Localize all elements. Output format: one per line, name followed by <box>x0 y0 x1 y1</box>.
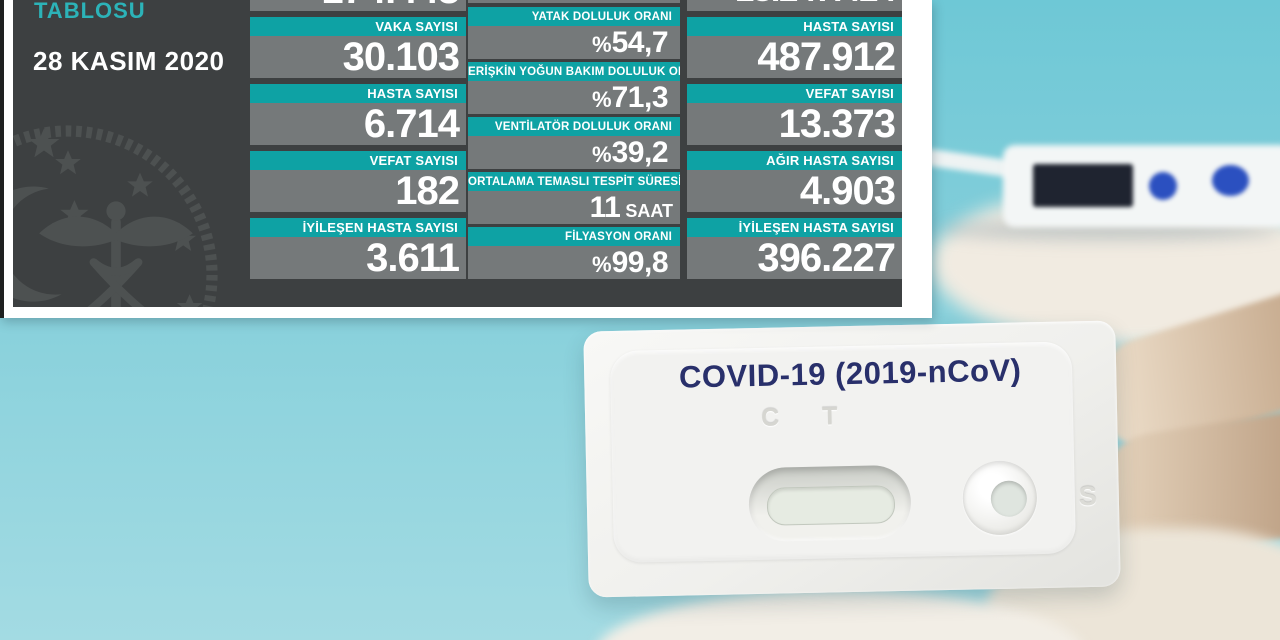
health-ministry-logo-icon <box>13 125 218 307</box>
stat-block: HASTA SAYISI 487.912 <box>687 17 902 78</box>
thermometer-button <box>1212 165 1249 196</box>
stat-value: 6.714 <box>250 103 466 145</box>
stat-value: 487.912 <box>687 36 902 78</box>
stat-value: 11 SAAT <box>468 191 680 224</box>
result-window <box>766 485 896 526</box>
stat-block: YATAK DOLULUK ORANI %54,7 <box>468 7 680 59</box>
stat-value: 30.103 <box>250 36 466 78</box>
stat-label: AĞIR HASTA SAYISI <box>687 151 902 170</box>
stat-value: 18.247.424 <box>687 0 902 11</box>
stat-value: %54,7 <box>468 26 680 59</box>
stat-block: VAKA SAYISI 30.103 <box>250 17 466 78</box>
stat-block: AĞIR HASTA SAYISI 4.903 <box>687 151 902 212</box>
stat-label: ORTALAMA TEMASLI TESPİT SÜRESİ <box>468 172 680 191</box>
thermometer-button <box>1149 172 1177 200</box>
stat-label: ERİŞKİN YOĞUN BAKIM DOLULUK ORANI <box>468 62 680 81</box>
stat-block: ORTALAMA TEMASLI TESPİT SÜRESİ 11 SAAT <box>468 172 680 224</box>
stat-block: 174.443 <box>250 0 466 11</box>
stat-value: %71,3 <box>468 81 680 114</box>
stat-value: 4.903 <box>687 170 902 212</box>
stat-label: HASTA SAYISI <box>250 84 466 103</box>
stats-column-totals: 18.247.424 HASTA SAYISI 487.912 VEFAT SA… <box>687 0 902 307</box>
stat-label: VEFAT SAYISI <box>687 84 902 103</box>
sample-well-label: S <box>1078 480 1098 512</box>
stat-value: %39,2 <box>468 136 680 169</box>
stat-value: 3.611 <box>250 237 466 279</box>
stat-label: İYİLEŞEN HASTA SAYISI <box>687 218 902 237</box>
stat-block: VENTİLATÖR DOLULUK ORANI %39,2 <box>468 117 680 169</box>
stats-column-daily: 174.443 VAKA SAYISI 30.103 HASTA SAYISI … <box>250 0 466 307</box>
stat-block: İYİLEŞEN HASTA SAYISI 3.611 <box>250 218 466 279</box>
stat-label: VENTİLATÖR DOLULUK ORANI <box>468 117 680 136</box>
stat-value: 182 <box>250 170 466 212</box>
stat-block: İYİLEŞEN HASTA SAYISI 396.227 <box>687 218 902 279</box>
thermometer-display <box>1033 164 1133 207</box>
stat-value: %99,8 <box>468 246 680 279</box>
stat-block: HASTA SAYISI 6.714 <box>250 84 466 145</box>
board-date: 28 KASIM 2020 <box>33 46 225 76</box>
stat-label: VAKA SAYISI <box>250 17 466 36</box>
stat-label: İYİLEŞEN HASTA SAYISI <box>250 218 466 237</box>
stat-block: FİLYASYON ORANI %99,8 <box>468 227 680 279</box>
stat-value: 13.373 <box>687 103 902 145</box>
stat-block-clipped <box>468 0 680 3</box>
stat-block: 18.247.424 <box>687 0 902 11</box>
stat-block: VEFAT SAYISI 13.373 <box>687 84 902 145</box>
statistics-panel: TABLOSU 28 KASIM 2020 174.443 VAKA SAYIS… <box>13 0 902 307</box>
stat-value: 396.227 <box>687 237 902 279</box>
stat-label: HASTA SAYISI <box>687 17 902 36</box>
stat-label: VEFAT SAYISI <box>250 151 466 170</box>
stat-value: 174.443 <box>250 0 466 11</box>
board-title-partial: TABLOSU <box>34 0 146 23</box>
stat-block: VEFAT SAYISI 182 <box>250 151 466 212</box>
control-test-line-labels: C T <box>760 401 856 432</box>
stat-label: FİLYASYON ORANI <box>468 227 680 246</box>
stat-block: ERİŞKİN YOĞUN BAKIM DOLULUK ORANI %71,3 <box>468 62 680 114</box>
stats-column-rates: YATAK DOLULUK ORANI %54,7 ERİŞKİN YOĞUN … <box>468 0 680 307</box>
covid-statistics-board: TABLOSU 28 KASIM 2020 174.443 VAKA SAYIS… <box>0 0 932 318</box>
stat-label: YATAK DOLULUK ORANI <box>468 7 680 26</box>
covid-test-cassette: COVID-19 (2019-nCoV) C T S <box>583 320 1121 598</box>
